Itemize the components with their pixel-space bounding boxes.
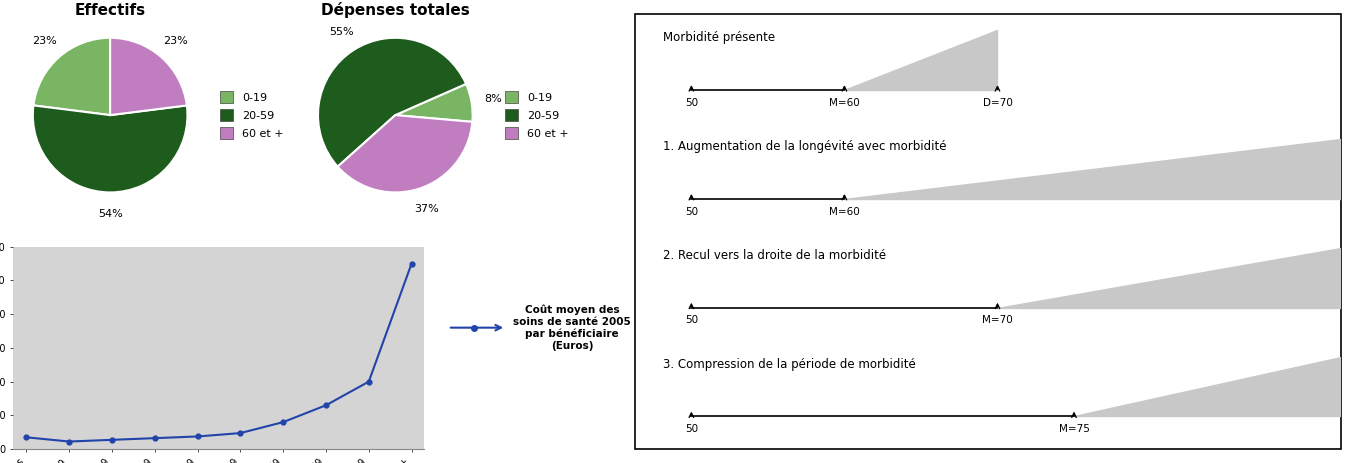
- Legend: 0-19, 20-59, 60 et +: 0-19, 20-59, 60 et +: [504, 91, 569, 139]
- Text: 50: 50: [685, 98, 698, 108]
- Text: 23%: 23%: [163, 36, 187, 46]
- Text: 50: 50: [685, 206, 698, 217]
- Polygon shape: [998, 248, 1341, 307]
- Wedge shape: [318, 38, 466, 167]
- Wedge shape: [34, 38, 111, 115]
- Wedge shape: [337, 115, 472, 193]
- Text: 23%: 23%: [32, 36, 57, 46]
- Text: 55%: 55%: [329, 27, 355, 37]
- Text: 54%: 54%: [98, 209, 123, 219]
- Text: 2. Recul vers la droite de la morbidité: 2. Recul vers la droite de la morbidité: [663, 249, 886, 262]
- Text: M=75: M=75: [1058, 424, 1089, 434]
- Legend: 0-19, 20-59, 60 et +: 0-19, 20-59, 60 et +: [220, 91, 283, 139]
- Text: M=70: M=70: [983, 315, 1012, 325]
- Text: 37%: 37%: [414, 204, 439, 214]
- Text: M=60: M=60: [829, 98, 860, 108]
- Text: Coût moyen des
soins de santé 2005
par bénéficiaire
(Euros): Coût moyen des soins de santé 2005 par b…: [514, 305, 631, 350]
- Text: 50: 50: [685, 424, 698, 434]
- Text: Morbidité présente: Morbidité présente: [663, 31, 775, 44]
- Text: D=70: D=70: [983, 98, 1012, 108]
- Wedge shape: [32, 106, 187, 193]
- Text: 8%: 8%: [484, 94, 501, 104]
- Polygon shape: [844, 139, 1341, 199]
- FancyBboxPatch shape: [635, 14, 1341, 449]
- Polygon shape: [844, 30, 998, 90]
- Text: 1. Augmentation de la longévité avec morbidité: 1. Augmentation de la longévité avec mor…: [663, 140, 946, 153]
- Text: 50: 50: [685, 315, 698, 325]
- Polygon shape: [1074, 357, 1341, 417]
- Title: Dépenses totales: Dépenses totales: [321, 2, 469, 19]
- Text: 3. Compression de la période de morbidité: 3. Compression de la période de morbidit…: [663, 358, 915, 371]
- Wedge shape: [395, 84, 473, 122]
- Text: M=60: M=60: [829, 206, 860, 217]
- Title: Effectifs: Effectifs: [74, 3, 146, 19]
- Wedge shape: [111, 38, 187, 115]
